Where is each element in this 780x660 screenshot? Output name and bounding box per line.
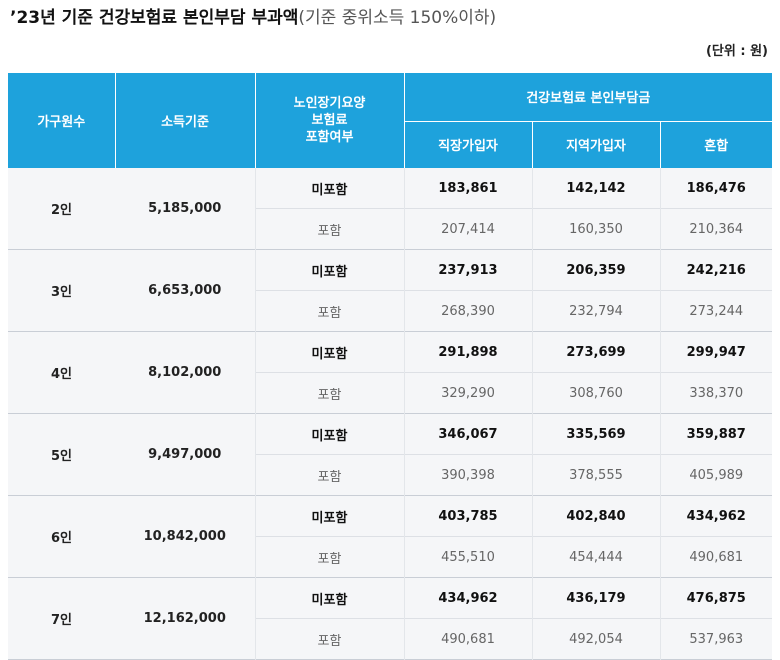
regional-cell: 402,840 — [531, 495, 660, 537]
mixed-cell: 210,364 — [659, 208, 773, 250]
ltc-label-cell: 미포함 — [254, 413, 404, 455]
ltc-label-cell: 미포함 — [254, 331, 404, 373]
header-group: 건강보험료 본인부담금 — [403, 73, 773, 121]
mixed-cell: 242,216 — [659, 249, 773, 291]
ltc-label-cell: 포함 — [254, 454, 404, 496]
mixed-cell: 273,244 — [659, 290, 773, 332]
household-cell: 7인 — [8, 577, 115, 660]
employee-cell: 268,390 — [403, 290, 532, 332]
page-title: ’23년 기준 건강보험료 본인부담 부과액(기준 중위소득 150%이하) — [10, 6, 496, 30]
regional-cell: 273,699 — [531, 331, 660, 373]
mixed-cell: 186,476 — [659, 168, 773, 209]
premium-table: 가구원수 소득기준 노인장기요양 보험료 포함여부 건강보험료 본인부담금 직장… — [8, 73, 773, 660]
mixed-cell: 476,875 — [659, 577, 773, 619]
regional-cell: 335,569 — [531, 413, 660, 455]
title-sub: (기준 중위소득 150%이하) — [298, 8, 497, 28]
table-row: 포함 490,681 492,054 537,963 — [8, 618, 773, 660]
ltc-label-cell: 미포함 — [254, 577, 404, 619]
household-cell: 3인 — [8, 249, 115, 332]
ltc-label-cell: 포함 — [254, 208, 404, 250]
employee-cell: 329,290 — [403, 372, 532, 414]
employee-cell: 390,398 — [403, 454, 532, 496]
ltc-label-cell: 포함 — [254, 618, 404, 660]
regional-cell: 436,179 — [531, 577, 660, 619]
table-row: 3인 6,653,000 미포함 237,913 206,359 242,216 — [8, 249, 773, 332]
header-mixed: 혼합 — [659, 120, 773, 168]
table-row: 포함 390,398 378,555 405,989 — [8, 454, 773, 496]
ltc-label-cell: 포함 — [254, 536, 404, 578]
employee-cell: 346,067 — [403, 413, 532, 455]
income-cell: 6,653,000 — [115, 249, 255, 332]
household-cell: 5인 — [8, 413, 115, 496]
table-row: 4인 8,102,000 미포함 291,898 273,699 299,947 — [8, 331, 773, 414]
household-cell: 6인 — [8, 495, 115, 578]
income-cell: 8,102,000 — [115, 331, 255, 414]
ltc-label-cell: 미포함 — [254, 249, 404, 291]
employee-cell: 490,681 — [403, 618, 532, 660]
regional-cell: 492,054 — [531, 618, 660, 660]
mixed-cell: 405,989 — [659, 454, 773, 496]
table-row: 포함 329,290 308,760 338,370 — [8, 372, 773, 414]
mixed-cell: 434,962 — [659, 495, 773, 537]
household-cell: 2인 — [8, 168, 115, 250]
regional-cell: 308,760 — [531, 372, 660, 414]
header-employee: 직장가입자 — [403, 120, 532, 168]
employee-cell: 434,962 — [403, 577, 532, 619]
table-row: 포함 455,510 454,444 490,681 — [8, 536, 773, 578]
mixed-cell: 359,887 — [659, 413, 773, 455]
header-ltc-line-2: 보험료 — [311, 113, 348, 128]
income-cell: 9,497,000 — [115, 413, 255, 496]
mixed-cell: 299,947 — [659, 331, 773, 373]
employee-cell: 455,510 — [403, 536, 532, 578]
regional-cell: 378,555 — [531, 454, 660, 496]
ltc-label-cell: 포함 — [254, 372, 404, 414]
table-row: 6인 10,842,000 미포함 403,785 402,840 434,96… — [8, 495, 773, 578]
table-row: 포함 268,390 232,794 273,244 — [8, 290, 773, 332]
mixed-cell: 490,681 — [659, 536, 773, 578]
title-main: ’23년 기준 건강보험료 본인부담 부과액 — [10, 8, 299, 28]
table-row: 5인 9,497,000 미포함 346,067 335,569 359,887 — [8, 413, 773, 496]
mixed-cell: 338,370 — [659, 372, 773, 414]
table-row: 포함 207,414 160,350 210,364 — [8, 208, 773, 250]
regional-cell: 454,444 — [531, 536, 660, 578]
table-row: 2인 5,185,000 미포함 183,861 142,142 186,476 — [8, 168, 773, 250]
header-regional: 지역가입자 — [531, 120, 660, 168]
mixed-cell: 537,963 — [659, 618, 773, 660]
household-cell: 4인 — [8, 331, 115, 414]
regional-cell: 206,359 — [531, 249, 660, 291]
employee-cell: 237,913 — [403, 249, 532, 291]
header-household: 가구원수 — [8, 73, 115, 168]
employee-cell: 207,414 — [403, 208, 532, 250]
ltc-label-cell: 미포함 — [254, 495, 404, 537]
header-ltc: 노인장기요양 보험료 포함여부 — [254, 73, 404, 168]
income-cell: 12,162,000 — [115, 577, 255, 660]
employee-cell: 291,898 — [403, 331, 532, 373]
table-header: 가구원수 소득기준 노인장기요양 보험료 포함여부 건강보험료 본인부담금 직장… — [8, 73, 773, 168]
regional-cell: 160,350 — [531, 208, 660, 250]
ltc-label-cell: 포함 — [254, 290, 404, 332]
unit-label: (단위 : 원) — [705, 44, 768, 59]
ltc-label-cell: 미포함 — [254, 168, 404, 209]
table-row: 7인 12,162,000 미포함 434,962 436,179 476,87… — [8, 577, 773, 660]
income-cell: 5,185,000 — [115, 168, 255, 250]
header-income: 소득기준 — [114, 73, 255, 168]
regional-cell: 142,142 — [531, 168, 660, 209]
regional-cell: 232,794 — [531, 290, 660, 332]
income-cell: 10,842,000 — [115, 495, 255, 578]
table-body: 2인 5,185,000 미포함 183,861 142,142 186,476… — [8, 168, 773, 660]
employee-cell: 183,861 — [403, 168, 532, 209]
header-ltc-line-1: 노인장기요양 — [293, 96, 366, 111]
header-ltc-line-3: 포함여부 — [305, 130, 354, 145]
employee-cell: 403,785 — [403, 495, 532, 537]
